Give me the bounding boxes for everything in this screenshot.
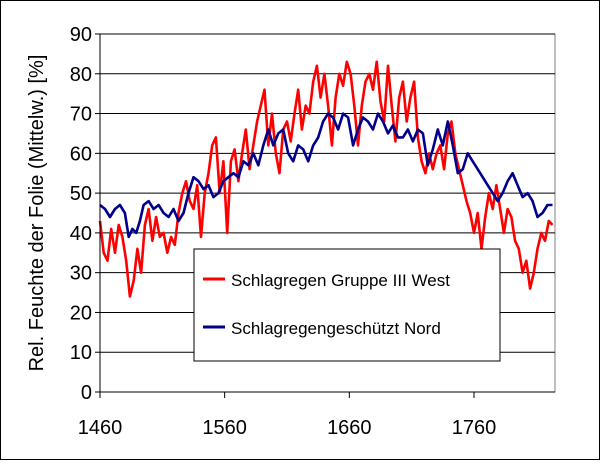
- y-axis-ticks: 0 10 20 30 40 50 60 70 80 90: [70, 24, 100, 404]
- series-group: [98, 60, 554, 298]
- y-tick-label-10: 10: [70, 342, 92, 364]
- series-line-1: [98, 60, 554, 298]
- series-line-2: [99, 112, 553, 239]
- x-axis-ticks: 1460 1560 1660 1760: [78, 392, 496, 439]
- x-tick-label-1560: 1560: [202, 417, 247, 439]
- y-tick-label-30: 30: [70, 263, 92, 285]
- x-tick-label-1460: 1460: [78, 417, 123, 439]
- y-tick-label-60: 60: [70, 143, 92, 165]
- legend-box: [193, 248, 501, 362]
- y-axis-label: Rel. Feuchte der Folie (Mittelw.) [%]: [26, 55, 48, 372]
- legend-label-series-1: Schlagregen Gruppe III West: [231, 271, 450, 290]
- x-tick-label-1660: 1660: [327, 417, 372, 439]
- y-tick-label-20: 20: [70, 302, 92, 324]
- y-tick-label-80: 80: [70, 64, 92, 86]
- y-tick-label-0: 0: [81, 382, 92, 404]
- y-tick-label-40: 40: [70, 223, 92, 245]
- y-tick-label-70: 70: [70, 104, 92, 126]
- legend: Schlagregen Gruppe III West Schlagregeng…: [193, 248, 501, 362]
- legend-label-series-2: Schlagregengeschützt Nord: [231, 319, 441, 338]
- y-tick-label-50: 50: [70, 183, 92, 205]
- x-tick-label-1760: 1760: [452, 417, 497, 439]
- y-tick-label-90: 90: [70, 24, 92, 46]
